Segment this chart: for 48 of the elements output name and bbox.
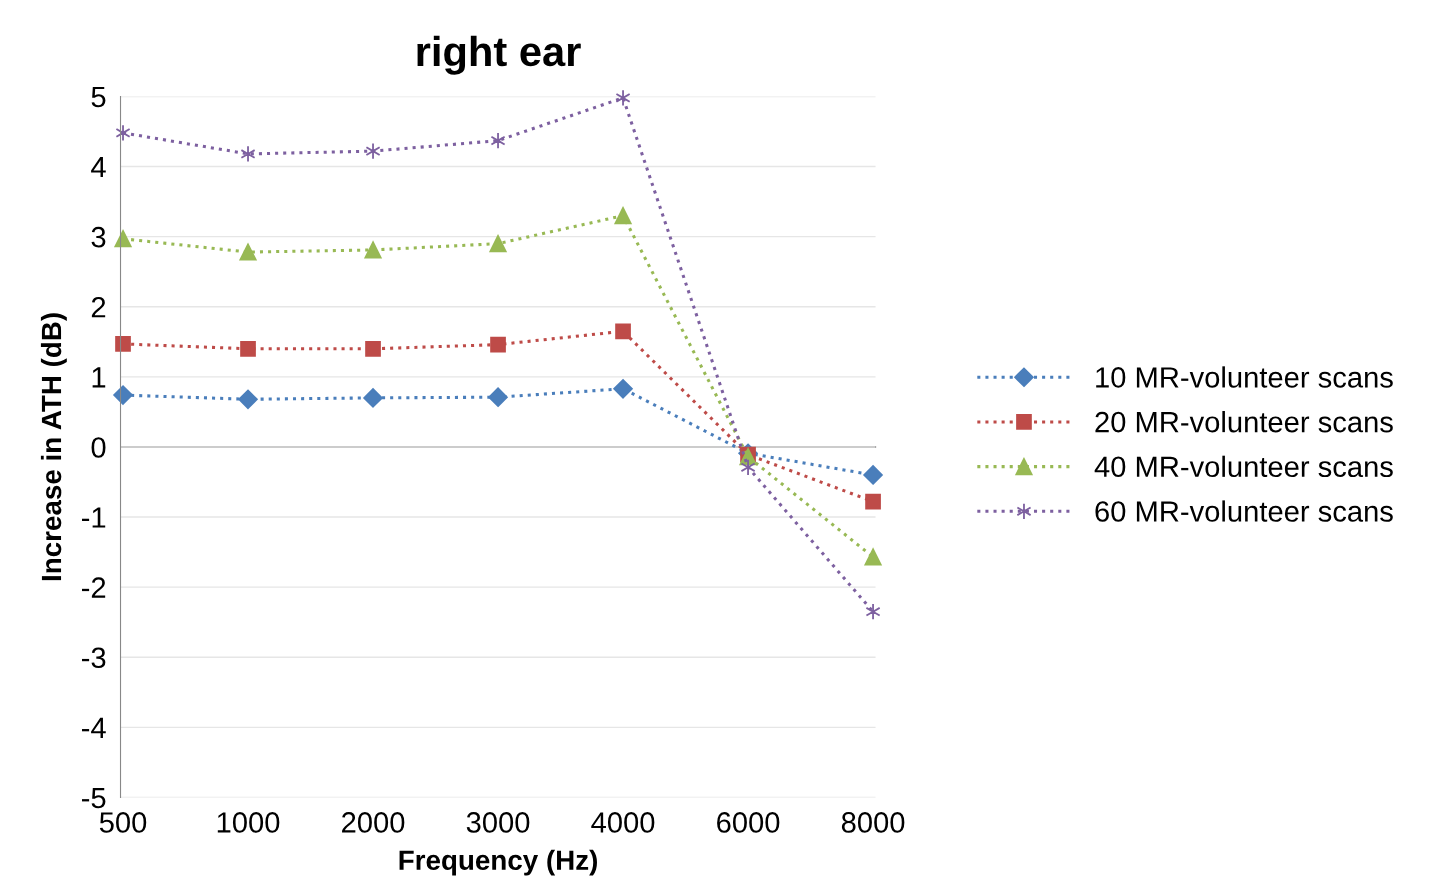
y-axis-title: Increase in ATH (dB) <box>40 313 67 581</box>
x-tick-label: 2000 <box>342 812 405 833</box>
point <box>863 465 883 485</box>
point <box>364 241 382 259</box>
legend-label: 60 MR-volunteer scans <box>1095 500 1393 522</box>
legend-label: 40 MR-volunteer scans <box>1094 455 1393 478</box>
point <box>238 389 258 410</box>
point <box>239 243 257 261</box>
y-tick-label: 5 <box>91 86 106 108</box>
point <box>490 132 506 150</box>
point <box>740 458 756 476</box>
point <box>363 388 383 408</box>
point <box>489 235 507 253</box>
legend-label: 10 MR-volunteer scans <box>1096 366 1393 388</box>
point <box>488 387 508 407</box>
x-tick-label: 4000 <box>591 812 655 833</box>
y-tick-label: -2 <box>81 577 106 598</box>
point <box>865 603 881 621</box>
point <box>240 340 256 357</box>
y-tick-label: -5 <box>81 787 106 809</box>
y-tick-label: -4 <box>81 717 106 738</box>
point <box>865 493 881 510</box>
y-tick-label: 0 <box>91 437 106 458</box>
point <box>114 230 132 248</box>
x-tick-label: 8000 <box>841 812 905 833</box>
point <box>240 145 256 163</box>
point <box>615 323 631 340</box>
point <box>490 336 506 353</box>
y-tick-label: 2 <box>91 296 106 318</box>
point <box>115 336 131 352</box>
y-tick-label: -1 <box>81 507 106 528</box>
legend-label: 20 MR-volunteer scans <box>1095 411 1393 433</box>
point <box>864 548 882 566</box>
x-tick-label: 500 <box>99 812 147 833</box>
y-tick-label: -3 <box>81 647 106 669</box>
x-tick-label: 3000 <box>466 812 530 833</box>
point <box>365 340 381 357</box>
y-tick-label: 1 <box>92 367 106 388</box>
x-tick-label: 6000 <box>717 812 780 833</box>
point <box>365 142 381 160</box>
point <box>613 379 633 399</box>
point <box>614 207 632 225</box>
x-axis-title: Frequency (Hz) <box>399 849 597 876</box>
point <box>113 385 133 405</box>
chart-title: right ear <box>417 35 581 75</box>
y-tick-label: 4 <box>91 157 106 178</box>
x-tick-label: 1000 <box>217 812 280 833</box>
y-tick-label: 3 <box>91 226 106 248</box>
